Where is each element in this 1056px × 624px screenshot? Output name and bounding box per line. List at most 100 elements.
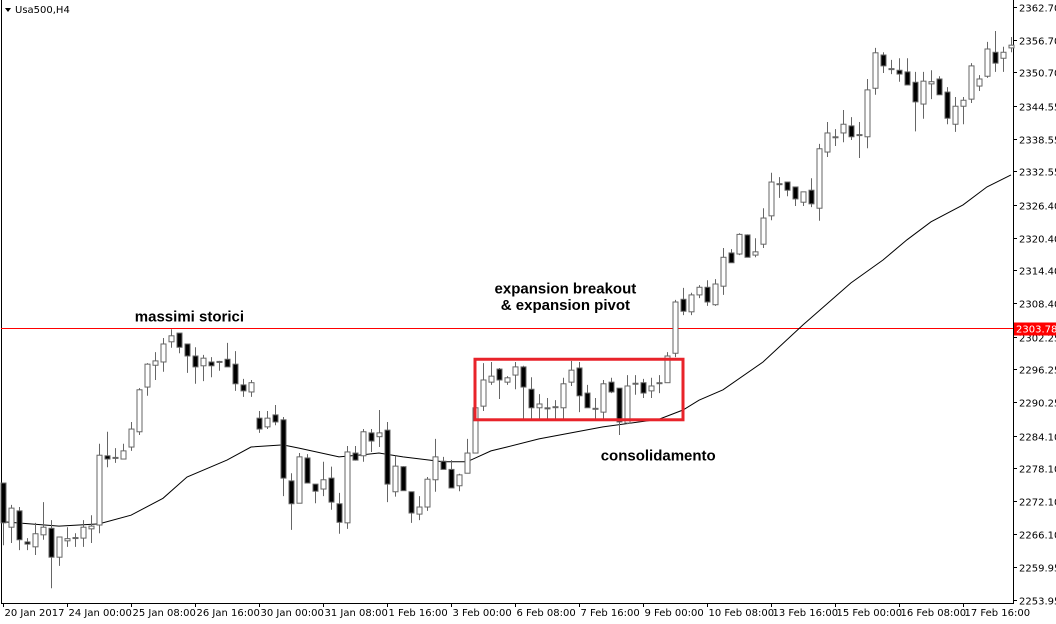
candle-body-bull	[600, 383, 607, 413]
candle	[992, 30, 999, 72]
candle-body-bear	[104, 455, 111, 460]
candle-body-bear	[184, 343, 191, 357]
candle	[32, 522, 39, 556]
candle	[640, 378, 647, 398]
candle-body-bull	[920, 80, 927, 105]
candle-body-bull	[32, 533, 39, 548]
candle	[464, 438, 471, 474]
candle-body-bull	[488, 375, 495, 383]
candle	[384, 421, 391, 503]
candle-body-bull	[432, 456, 439, 481]
candle-body-bear	[400, 466, 407, 492]
y-tick-label: 2278.10	[1019, 465, 1056, 476]
candle	[784, 181, 791, 197]
horizontal-line-group[interactable]: 2303.78	[1, 322, 1056, 336]
x-tick-label: 10 Feb 08:00	[709, 608, 775, 619]
candle	[496, 367, 503, 400]
candle-body-bull	[72, 537, 79, 540]
candle-body-bear	[608, 381, 615, 393]
candle	[888, 59, 895, 75]
candle	[968, 63, 975, 103]
candle-body-bull	[360, 431, 367, 457]
candle	[352, 445, 359, 461]
price-label-text: 2303.78	[1016, 325, 1056, 336]
candle	[144, 363, 151, 396]
candle-body-bull	[768, 181, 775, 217]
candle-body-bull	[872, 52, 879, 89]
candle-body-bull	[1008, 44, 1015, 49]
candle	[72, 533, 79, 547]
time-axis[interactable]: 20 Jan 2017 24 Jan 00:00 25 Jan 08:00 26 Ja…	[3, 603, 1031, 619]
candle-body-bull	[688, 294, 695, 313]
candle-body-bull	[200, 357, 207, 367]
price-label-badge	[1014, 322, 1056, 336]
triangle-down-icon[interactable]	[5, 8, 11, 12]
candle	[296, 453, 303, 504]
candle-body-bull	[344, 451, 351, 524]
candle-body-bear	[224, 358, 231, 368]
candle	[392, 455, 399, 497]
consolidation-box[interactable]	[473, 357, 685, 422]
candle-body-bear	[328, 477, 335, 503]
candle-body-bear	[640, 382, 647, 394]
candle	[984, 41, 991, 78]
candle-body-bull	[168, 335, 175, 343]
y-tick-label: 2308.40	[1019, 300, 1056, 311]
candle	[96, 443, 103, 534]
candle-body-bear	[24, 541, 31, 545]
candle	[824, 122, 831, 157]
candle-body-bull	[424, 478, 431, 508]
price-axis[interactable]: 2362.70 2356.70 2350.70 2344.55 2338.55 2332.…	[1013, 4, 1056, 608]
candle-body-bull	[696, 286, 703, 296]
candle-body-bull	[216, 360, 223, 363]
y-tick-label: 2350.70	[1019, 69, 1056, 80]
candle	[248, 379, 255, 397]
candle	[568, 360, 575, 386]
candle-body-bull	[888, 68, 895, 71]
candle	[864, 78, 871, 149]
candle	[912, 71, 919, 132]
candle-body-bear	[256, 417, 263, 430]
candle	[936, 76, 943, 96]
annotation-label: & expansion pivot	[501, 297, 630, 314]
candle	[344, 445, 351, 529]
candle	[832, 129, 839, 147]
candle	[872, 47, 879, 95]
candle	[40, 502, 47, 540]
candle	[160, 337, 167, 372]
candle	[320, 461, 327, 497]
candle	[744, 234, 751, 258]
candle-body-bear	[440, 460, 447, 470]
x-tick-label: 6 Feb 08:00	[517, 608, 576, 619]
x-tick-label: 24 Jan 00:00	[69, 608, 132, 619]
candle	[456, 473, 463, 492]
candle-body-bear	[336, 503, 343, 523]
y-tick-label: 2272.10	[1019, 498, 1056, 509]
y-tick-label: 2362.70	[1019, 4, 1056, 15]
candle-body-bear	[576, 367, 583, 397]
candle-body-bear	[232, 363, 239, 385]
candle	[16, 507, 23, 551]
candle	[688, 292, 695, 316]
candle-body-bear	[896, 69, 903, 75]
candle-body-bull	[536, 403, 543, 409]
candle	[208, 357, 215, 378]
candle	[944, 87, 951, 125]
candle-body-bear	[808, 189, 815, 205]
candle-body-bear	[520, 366, 527, 388]
candle-body-bear	[728, 252, 735, 264]
candle-body-bull	[96, 454, 103, 526]
candle	[0, 482, 7, 546]
candle-body-bear	[496, 368, 503, 381]
candle	[704, 280, 711, 306]
candle-body-bear	[528, 388, 535, 409]
candle	[848, 117, 855, 141]
candle	[224, 342, 231, 368]
candle	[416, 496, 423, 521]
symbol-title[interactable]: Usa500,H4	[5, 5, 70, 16]
candle-body-bull	[824, 132, 831, 153]
candle-body-bear	[176, 332, 183, 348]
candle	[536, 394, 543, 420]
consolidation-box-group[interactable]	[473, 357, 685, 422]
